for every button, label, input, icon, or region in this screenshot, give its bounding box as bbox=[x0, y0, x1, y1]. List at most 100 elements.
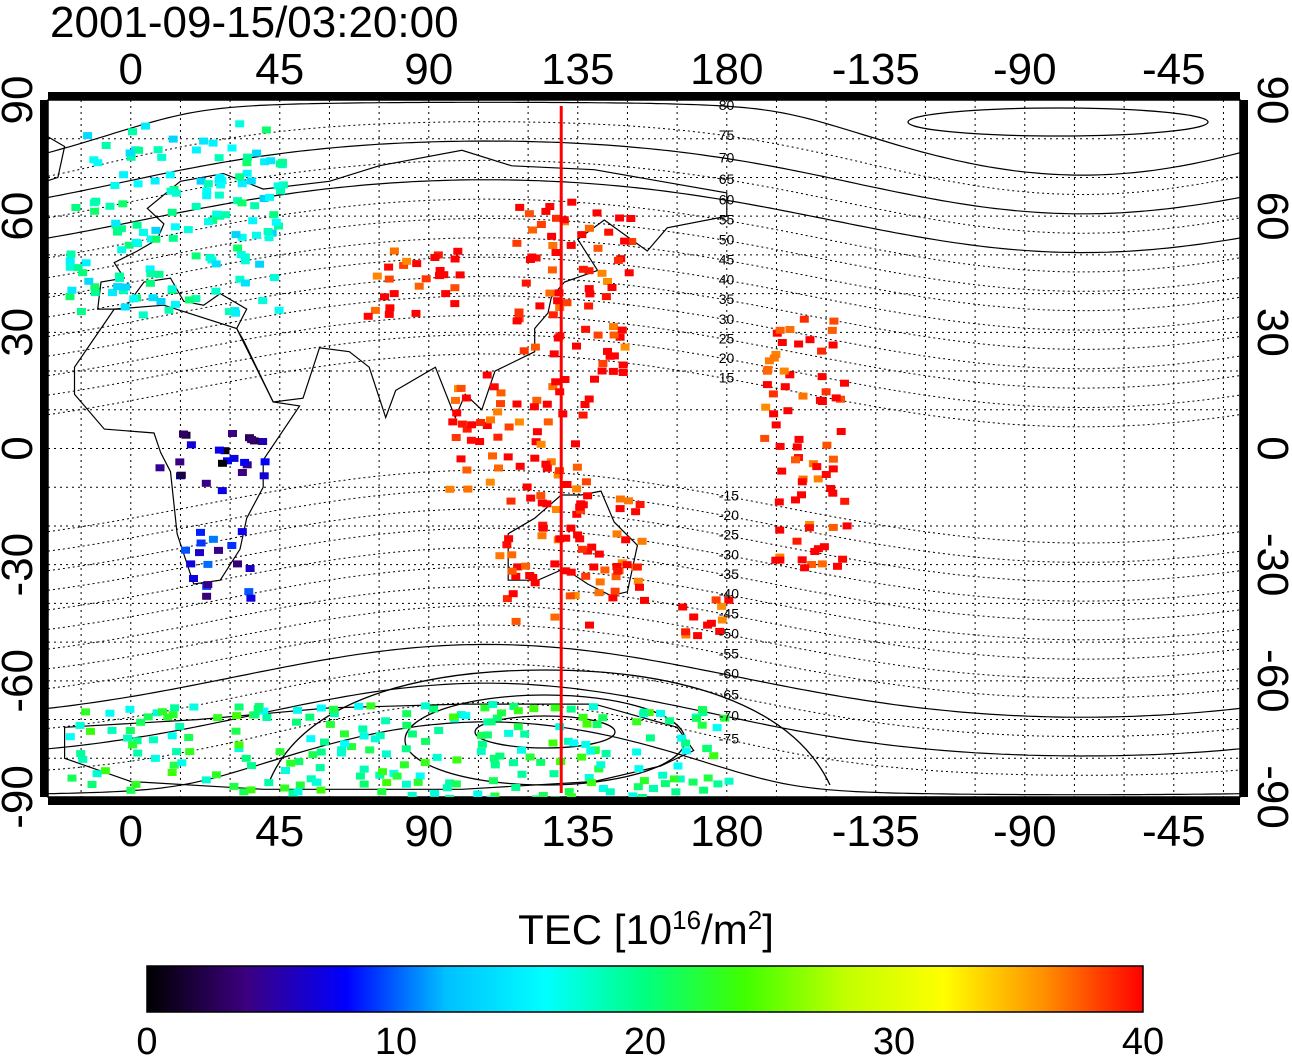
tec-cell bbox=[496, 389, 506, 397]
maglat-label: -35 bbox=[719, 566, 739, 582]
tec-cell bbox=[214, 191, 224, 199]
tec-cell bbox=[537, 532, 547, 540]
tec-cell bbox=[584, 395, 594, 403]
tec-cell bbox=[495, 552, 505, 560]
map-timestamp: 2001-09-15/03:20:00 bbox=[50, 0, 459, 47]
tec-cell bbox=[828, 341, 838, 349]
maglat-label: 70 bbox=[719, 150, 735, 166]
tec-cell bbox=[578, 411, 588, 419]
tec-cell bbox=[420, 702, 430, 710]
tec-cell bbox=[543, 418, 553, 426]
tec-cell bbox=[8, 492, 17, 499]
maglat-contour bbox=[48, 295, 1240, 370]
tec-cell bbox=[558, 410, 568, 418]
tec-cell bbox=[234, 741, 244, 749]
tec-cell bbox=[67, 774, 77, 782]
tec-cell bbox=[624, 269, 634, 277]
maglat-label: 55 bbox=[719, 212, 735, 228]
tec-cell bbox=[247, 436, 257, 444]
tec-cell bbox=[805, 336, 815, 344]
tec-cell bbox=[699, 786, 709, 794]
tec-cell bbox=[221, 211, 231, 219]
tec-cell bbox=[435, 272, 444, 280]
tec-cell bbox=[151, 226, 161, 234]
tec-cell bbox=[595, 578, 605, 586]
tec-cell bbox=[124, 241, 134, 249]
tec-cell bbox=[611, 573, 621, 581]
tec-cell bbox=[145, 265, 155, 273]
tec-cell bbox=[430, 254, 440, 261]
tec-cell bbox=[211, 771, 221, 779]
tec-cell bbox=[769, 354, 779, 362]
tec-cell bbox=[170, 704, 180, 712]
tec-cell bbox=[724, 777, 734, 785]
tec-cell bbox=[605, 788, 615, 796]
tec-cell bbox=[609, 352, 619, 360]
tec-cell bbox=[581, 740, 591, 748]
tec-cell bbox=[207, 256, 217, 264]
tec-cell bbox=[413, 778, 423, 786]
tec-cell bbox=[273, 182, 283, 190]
colorbar-title-prefix: TEC [10 bbox=[518, 906, 673, 953]
tec-cell bbox=[840, 497, 850, 505]
maglat-contour bbox=[48, 624, 1240, 699]
tec-cell bbox=[633, 577, 643, 585]
tec-cell bbox=[506, 497, 516, 505]
tec-cell bbox=[768, 390, 778, 398]
tec-cell bbox=[229, 782, 239, 790]
tec-cell bbox=[575, 535, 585, 543]
tec-cell bbox=[819, 543, 829, 551]
tec-cell bbox=[584, 302, 594, 310]
tec-cell bbox=[136, 718, 146, 726]
tec-cell bbox=[181, 546, 190, 554]
right-lat-tick-label: 0 bbox=[1248, 436, 1292, 460]
tec-cell bbox=[675, 775, 685, 783]
tec-cell bbox=[240, 257, 250, 265]
tec-cell bbox=[129, 295, 139, 303]
tec-cell bbox=[411, 309, 421, 317]
tec-cell bbox=[621, 536, 631, 544]
tec-cell bbox=[358, 725, 368, 733]
tec-cell bbox=[584, 224, 594, 232]
tec-cell bbox=[384, 310, 394, 318]
tec-cell bbox=[132, 737, 142, 745]
maglat-label: -65 bbox=[719, 686, 739, 702]
tec-cell bbox=[133, 180, 143, 188]
tec-cell bbox=[592, 721, 602, 728]
tec-cell bbox=[372, 272, 382, 280]
tec-cell bbox=[381, 717, 391, 725]
tec-cell bbox=[157, 153, 167, 161]
tec-cell bbox=[552, 214, 561, 222]
tec-cell bbox=[463, 485, 473, 493]
tec-cell bbox=[515, 203, 525, 211]
tec-cell bbox=[581, 325, 591, 333]
tec-cell bbox=[202, 192, 212, 200]
tec-cell bbox=[451, 434, 461, 441]
tec-cell bbox=[359, 765, 369, 773]
tec-cell bbox=[509, 759, 518, 767]
tec-cell bbox=[305, 713, 315, 721]
tec-cell bbox=[271, 218, 281, 226]
tec-cell bbox=[620, 237, 630, 245]
tec-cell bbox=[551, 249, 561, 256]
tec-cell bbox=[235, 173, 245, 181]
tec-cell bbox=[73, 264, 83, 272]
tec-cell bbox=[828, 465, 838, 473]
tec-cell bbox=[65, 257, 75, 265]
tec-cell bbox=[635, 501, 645, 508]
tec-cell bbox=[569, 739, 579, 747]
tec-cell bbox=[828, 523, 838, 531]
tec-cell bbox=[677, 734, 687, 742]
tec-cell bbox=[107, 726, 117, 734]
tec-cell bbox=[78, 755, 88, 763]
maglat-contour bbox=[48, 643, 1240, 718]
tec-cell bbox=[527, 253, 537, 261]
tec-cell bbox=[90, 207, 100, 215]
tec-cell bbox=[237, 233, 247, 241]
tec-cell bbox=[842, 522, 852, 530]
tec-cell bbox=[0, 495, 7, 502]
tec-cell bbox=[593, 244, 603, 252]
tec-cell bbox=[306, 735, 316, 743]
tec-cell bbox=[448, 418, 458, 426]
tec-cell bbox=[208, 535, 218, 543]
